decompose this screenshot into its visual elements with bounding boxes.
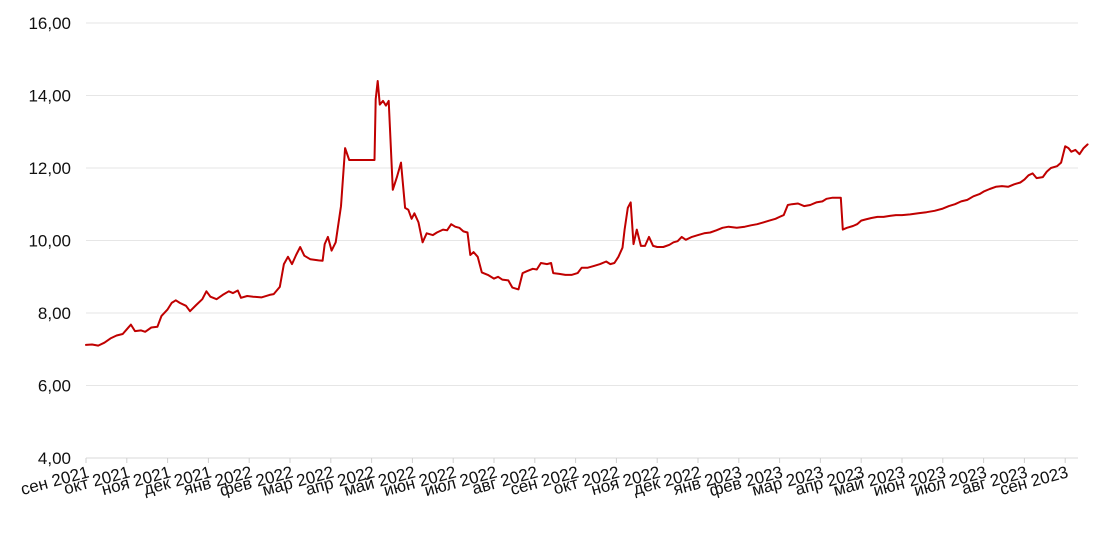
y-tick-label: 6,00 <box>38 377 71 396</box>
y-tick-label: 12,00 <box>28 159 71 178</box>
series-lines <box>85 80 1089 347</box>
series-line <box>85 80 1089 347</box>
x-axis-ticks <box>85 458 1066 463</box>
y-tick-label: 14,00 <box>28 87 71 106</box>
y-tick-label: 4,00 <box>38 449 71 468</box>
y-tick-label: 16,00 <box>28 14 71 33</box>
y-axis-tick-labels: 4,00 6,00 8,00 10,00 12,00 14,00 16,00 <box>28 14 71 468</box>
y-tick-label: 10,00 <box>28 232 71 251</box>
y-tick-label: 8,00 <box>38 304 71 323</box>
grid-lines <box>86 22 1078 459</box>
